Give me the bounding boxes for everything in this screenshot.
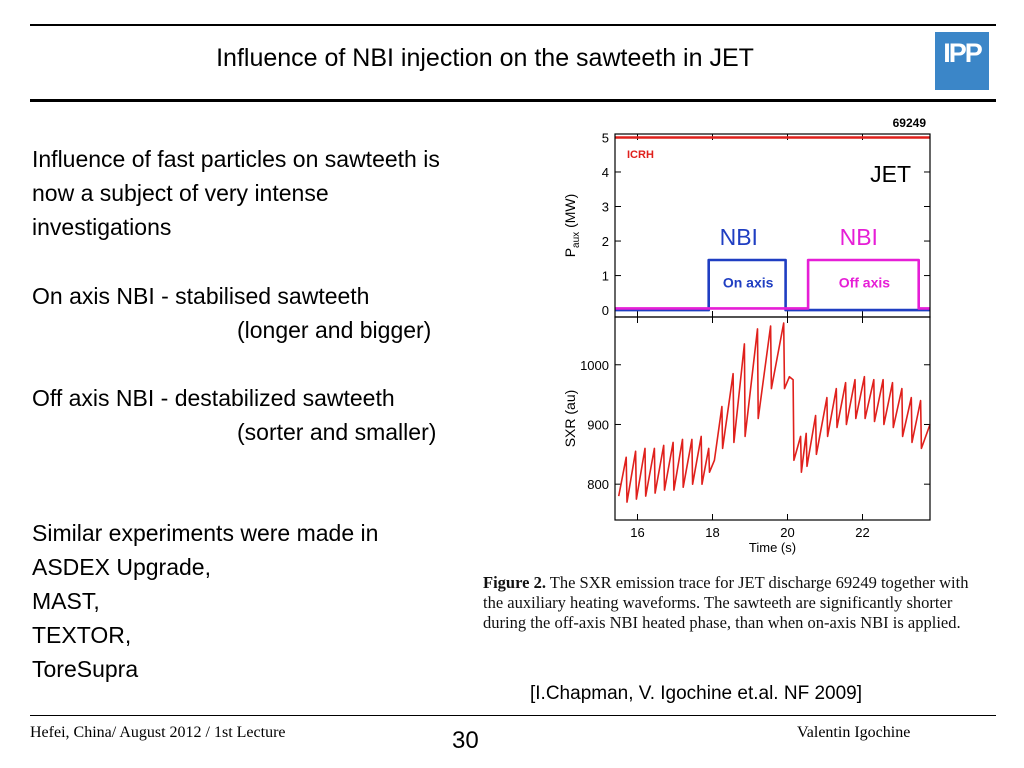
x-axis-label: Time (s) [749, 540, 796, 555]
title-underline [30, 99, 996, 102]
y-axis-label: Paux (MW) [562, 194, 582, 258]
reference-citation: [I.Chapman, V. Igochine et.al. NF 2009] [530, 683, 862, 704]
y-tick-label: 2 [602, 234, 609, 249]
shot-number-label: 69249 [893, 116, 927, 130]
panel-1: 800 900 1000 SXR (au) [562, 317, 931, 520]
experiments-line-2: ASDEX Upgrade, [32, 554, 211, 580]
experiments-line-3: MAST, [32, 588, 100, 614]
y-axis-label: SXR (au) [562, 390, 578, 448]
off-axis-line-1: Off axis NBI - destabilized sawteeth [32, 385, 395, 411]
series-sxr-line [617, 322, 931, 503]
experiments-line-4: TEXTOR, [32, 622, 132, 648]
off-axis-line-2: (sorter and smaller) [237, 419, 437, 445]
intro-line-3: investigations [32, 214, 172, 240]
x-tick-label: 16 [630, 525, 644, 540]
jet-sawteeth-figure: 0 1 2 3 4 5 Paux (MW) On axis Off axis 800 900 1000… [562, 116, 931, 555]
y-tick-label: 0 [602, 303, 609, 318]
top-rule [30, 24, 996, 26]
y-tick-label: 800 [587, 477, 609, 492]
caption-text: The SXR emission trace for JET discharge… [483, 573, 969, 632]
x-tick-label: 22 [855, 525, 869, 540]
series-nbi-on-axis-label: NBI [720, 224, 758, 250]
intro-paragraph: Influence of fast particles on sawteeth … [32, 142, 440, 244]
panel-0: 0 1 2 3 4 5 Paux (MW) On axis Off axis [562, 130, 930, 318]
intro-line-2: now a subject of very intense [32, 180, 329, 206]
off-axis-paragraph: Off axis NBI - destabilized sawteeth (so… [32, 381, 436, 449]
experiments-paragraph: Similar experiments were made in ASDEX U… [32, 516, 378, 686]
x-tick-label: 20 [780, 525, 794, 540]
on-axis-paragraph: On axis NBI - stabilised sawteeth (longe… [32, 279, 431, 347]
y-tick-label: 4 [602, 165, 609, 180]
caption-label: Figure 2. [483, 573, 546, 592]
device-label: JET [870, 161, 911, 187]
panel-frame-1 [614, 316, 931, 521]
y-tick-label: 1000 [580, 358, 609, 373]
experiments-line-1: Similar experiments were made in [32, 520, 379, 546]
footer-author: Valentin Igochine [797, 724, 911, 741]
footer-rule [30, 715, 996, 716]
y-tick-label: 5 [602, 130, 609, 145]
y-tick-label: 1 [602, 269, 609, 284]
y-tick-label: 900 [587, 417, 609, 432]
ipp-logo: IPP [935, 32, 989, 90]
series-nbi-off-axis-label: NBI [840, 224, 878, 250]
slide-title: Influence of NBI injection on the sawtee… [216, 44, 754, 72]
x-tick-label: 18 [705, 525, 719, 540]
series-nbi-line [615, 258, 930, 312]
annotation-label: On axis [723, 274, 774, 290]
series-nbi-line [615, 258, 930, 310]
experiments-line-5: ToreSupra [32, 656, 139, 682]
logo-text: IPP [943, 38, 983, 68]
page-number: 30 [452, 727, 479, 754]
y-tick-label: 3 [602, 200, 609, 215]
footer-event: Hefei, China/ August 2012 / 1st Lecture [30, 724, 286, 741]
series-icrh-label: ICRH [627, 149, 654, 161]
on-axis-line-2: (longer and bigger) [237, 317, 432, 343]
on-axis-line-1: On axis NBI - stabilised sawteeth [32, 283, 370, 309]
intro-line-1: Influence of fast particles on sawteeth … [32, 146, 440, 172]
figure-caption: Figure 2. The SXR emission trace for JET… [483, 573, 983, 633]
annotation-label: Off axis [839, 274, 891, 290]
